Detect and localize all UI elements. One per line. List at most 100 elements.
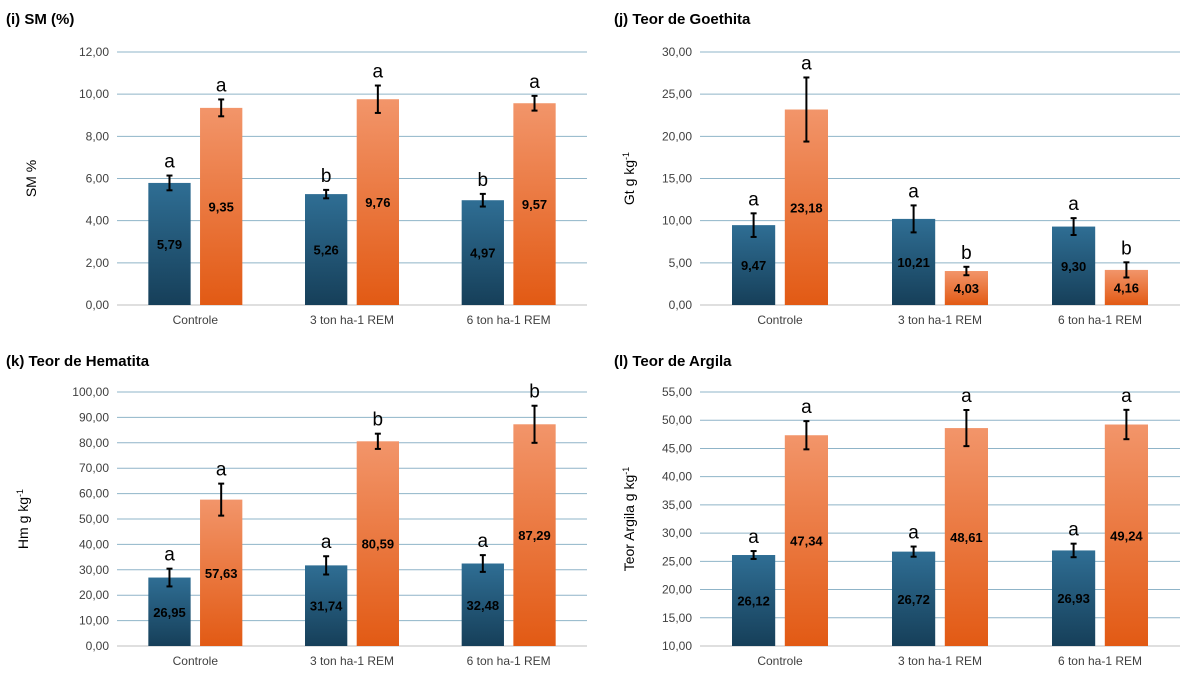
data-label: 26,95 bbox=[153, 605, 186, 620]
chart-title: (l) Teor de Argila bbox=[614, 353, 732, 370]
bar bbox=[148, 577, 191, 646]
x-tick-label: 3 ton ha-1 REM bbox=[898, 313, 982, 327]
y-tick-label: 5,00 bbox=[669, 256, 693, 270]
x-tick-label: Controle bbox=[173, 313, 219, 327]
data-label: 4,97 bbox=[470, 246, 495, 261]
significance-letter: a bbox=[1121, 386, 1132, 407]
y-tick-label: 25,00 bbox=[662, 554, 692, 568]
y-axis-label: Hm g kg-1 bbox=[15, 489, 31, 549]
bar bbox=[356, 99, 399, 305]
y-tick-label: 2,00 bbox=[86, 256, 110, 270]
significance-letter: a bbox=[478, 531, 489, 552]
chart-panel-3: (l) Teor de Argila 10,00 15,00 20,00 25,00 30… bbox=[614, 353, 1180, 668]
chart-panel-2: (k) Teor de Hematita 0,00 10,00 20,00 30,00 4… bbox=[6, 353, 587, 668]
x-tick-label: 3 ton ha-1 REM bbox=[310, 654, 394, 668]
significance-letter: a bbox=[373, 62, 384, 83]
bar bbox=[513, 103, 556, 305]
significance-letter: a bbox=[216, 460, 227, 481]
significance-letter: b bbox=[529, 382, 540, 403]
bar bbox=[461, 200, 504, 305]
significance-letter: b bbox=[478, 170, 489, 191]
y-tick-label: 15,00 bbox=[662, 611, 692, 625]
y-tick-label: 6,00 bbox=[86, 172, 110, 186]
y-tick-label: 12,00 bbox=[79, 45, 109, 59]
x-tick-label: Controle bbox=[757, 654, 803, 668]
y-axis-label-superscript: -1 bbox=[621, 467, 631, 475]
significance-letter: b bbox=[321, 166, 332, 187]
x-tick-label: 6 ton ha-1 REM bbox=[1058, 313, 1142, 327]
y-tick-label: 4,00 bbox=[86, 214, 110, 228]
y-tick-label: 10,00 bbox=[662, 214, 692, 228]
y-tick-label: 10,00 bbox=[79, 87, 109, 101]
bar bbox=[1104, 424, 1148, 646]
data-label: 5,26 bbox=[313, 243, 338, 258]
y-tick-label: 90,00 bbox=[79, 410, 109, 424]
data-label: 4,16 bbox=[1114, 280, 1139, 295]
y-axis-label-superscript: -1 bbox=[621, 152, 631, 160]
x-tick-label: 3 ton ha-1 REM bbox=[310, 313, 394, 327]
data-label: 32,48 bbox=[467, 598, 500, 613]
significance-letter: a bbox=[748, 189, 759, 210]
y-tick-label: 20,00 bbox=[662, 583, 692, 597]
y-tick-label: 0,00 bbox=[86, 639, 110, 653]
bar bbox=[1052, 226, 1096, 305]
chart-panel-1: (j) Teor de Goethita 0,00 5,00 10,00 15,00 20… bbox=[614, 11, 1180, 327]
significance-letter: a bbox=[164, 152, 175, 173]
data-label: 9,76 bbox=[365, 195, 390, 210]
bar bbox=[513, 424, 556, 646]
bar bbox=[305, 194, 348, 305]
significance-letter: b bbox=[1121, 238, 1132, 259]
data-label: 4,03 bbox=[954, 281, 979, 296]
bar bbox=[732, 555, 776, 646]
data-label: 49,24 bbox=[1110, 528, 1143, 543]
chart-title: (j) Teor de Goethita bbox=[614, 11, 751, 28]
y-tick-label: 60,00 bbox=[79, 487, 109, 501]
significance-letter: a bbox=[801, 53, 812, 74]
x-tick-label: Controle bbox=[757, 313, 803, 327]
y-tick-label: 25,00 bbox=[662, 87, 692, 101]
data-label: 26,12 bbox=[737, 594, 770, 609]
y-tick-label: 45,00 bbox=[662, 441, 692, 455]
y-axis-label: SM % bbox=[23, 160, 39, 197]
data-label: 47,34 bbox=[790, 534, 823, 549]
significance-letter: a bbox=[1068, 520, 1079, 541]
y-tick-label: 20,00 bbox=[79, 588, 109, 602]
data-label: 9,57 bbox=[522, 197, 547, 212]
data-label: 80,59 bbox=[362, 537, 395, 552]
y-tick-label: 35,00 bbox=[662, 498, 692, 512]
significance-letter: a bbox=[1068, 194, 1079, 215]
chart-panel-0: (i) SM (%) 0,00 2,00 4,00 6,00 8,00 10,00 12,00… bbox=[6, 11, 587, 327]
y-tick-label: 40,00 bbox=[662, 470, 692, 484]
bar bbox=[148, 182, 191, 305]
data-label: 9,47 bbox=[741, 258, 766, 273]
y-tick-label: 0,00 bbox=[669, 298, 693, 312]
x-tick-label: 6 ton ha-1 REM bbox=[467, 654, 551, 668]
data-label: 10,21 bbox=[897, 255, 930, 270]
y-tick-label: 8,00 bbox=[86, 129, 110, 143]
bar bbox=[732, 225, 776, 305]
y-tick-label: 50,00 bbox=[79, 512, 109, 526]
y-tick-label: 15,00 bbox=[662, 172, 692, 186]
significance-letter: a bbox=[801, 397, 812, 418]
y-tick-label: 20,00 bbox=[662, 129, 692, 143]
significance-letter: b bbox=[961, 243, 972, 264]
bar bbox=[944, 428, 988, 646]
x-tick-label: 6 ton ha-1 REM bbox=[467, 313, 551, 327]
chart-title: (i) SM (%) bbox=[6, 11, 74, 28]
bar bbox=[200, 499, 243, 646]
significance-letter: a bbox=[961, 386, 972, 407]
significance-letter: a bbox=[321, 532, 332, 553]
significance-letter: a bbox=[164, 545, 175, 566]
y-tick-label: 40,00 bbox=[79, 537, 109, 551]
y-tick-label: 10,00 bbox=[662, 639, 692, 653]
y-axis-label: Teor Argila g kg-1 bbox=[621, 467, 637, 572]
bar bbox=[1052, 550, 1096, 646]
x-tick-label: 6 ton ha-1 REM bbox=[1058, 654, 1142, 668]
chart-title: (k) Teor de Hematita bbox=[6, 353, 150, 370]
y-tick-label: 55,00 bbox=[662, 385, 692, 399]
y-tick-label: 30,00 bbox=[662, 526, 692, 540]
data-label: 5,79 bbox=[157, 237, 182, 252]
y-axis-label: Gt g kg-1 bbox=[621, 152, 637, 205]
